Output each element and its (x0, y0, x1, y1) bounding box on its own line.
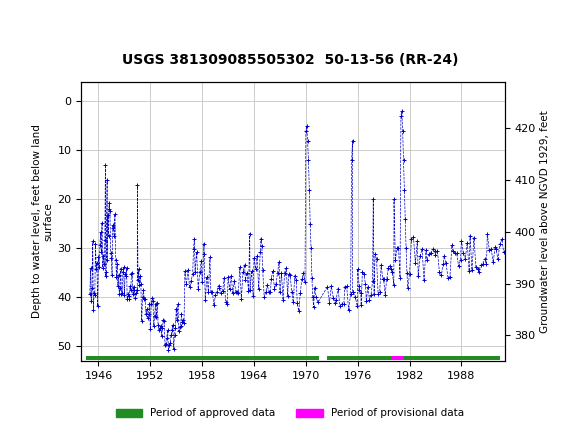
Bar (85, 356, 319, 360)
Legend: Period of approved data, Period of provisional data: Period of approved data, Period of provi… (112, 404, 468, 423)
Y-axis label: Groundwater level above NGVD 1929, feet: Groundwater level above NGVD 1929, feet (540, 110, 550, 333)
Bar (390, 356, 404, 360)
Text: ≡USGS: ≡USGS (9, 14, 63, 32)
Text: USGS 381309085505302  50-13-56 (RR-24): USGS 381309085505302 50-13-56 (RR-24) (122, 52, 458, 67)
Y-axis label: Depth to water level, feet below land
surface: Depth to water level, feet below land su… (31, 125, 53, 318)
Bar (328, 356, 501, 360)
